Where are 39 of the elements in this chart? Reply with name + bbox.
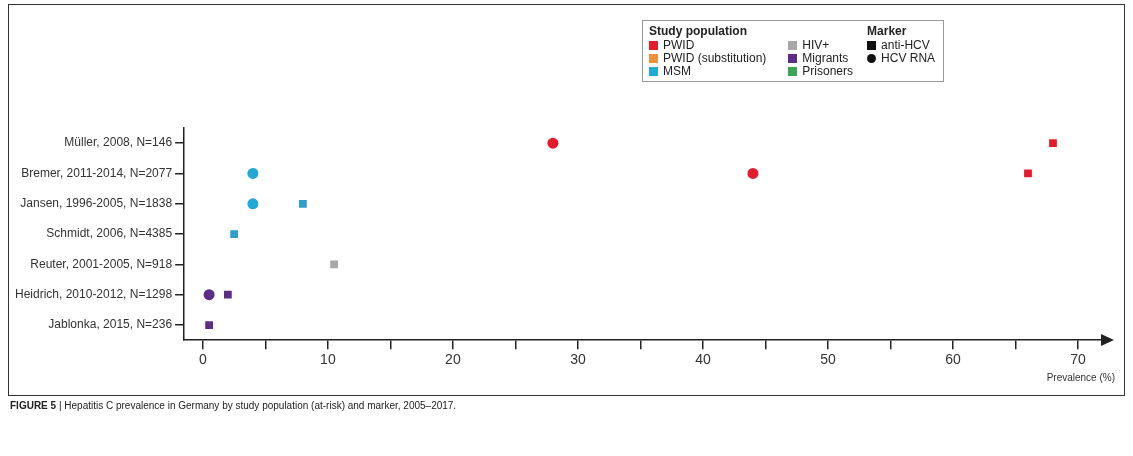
text: HCV RNA (881, 51, 936, 65)
legend-label: Prisoners (802, 64, 854, 78)
point (230, 230, 238, 238)
x-tick-label: 40 (695, 351, 711, 368)
y-tick-label: Müller, 2008, N=146 (64, 135, 173, 150)
point (203, 289, 215, 301)
point (1024, 169, 1032, 178)
legend-label: HIV+ (802, 38, 830, 52)
point (1049, 139, 1057, 148)
point (247, 167, 259, 179)
legend-label: Migrants (802, 51, 849, 65)
legend-title: Study population (649, 24, 748, 38)
y-tick-label: Jablonka, 2015, N=236 (48, 317, 173, 332)
x-tick-label: 0 (198, 351, 207, 368)
y-tick-label: Heidrich, 2010-2012, N=1298 (15, 287, 173, 302)
legend-label: PWID (663, 38, 695, 52)
point (747, 167, 759, 179)
text: anti-HCV (881, 38, 930, 52)
y-tick-label: Jansen, 1996-2005, N=1838 (20, 196, 173, 211)
x-tick-label: 70 (1070, 351, 1086, 368)
point (205, 321, 213, 329)
legend-label: MSM (663, 64, 691, 78)
point (223, 290, 232, 299)
y-tick-label: Bremer, 2011-2014, N=2077 (21, 165, 173, 180)
y-tick-label: Schmidt, 2006, N=4385 (46, 226, 173, 241)
x-tick-label: 30 (570, 351, 586, 368)
y-tick-label: Reuter, 2001-2005, N=918 (30, 256, 173, 271)
point (547, 137, 559, 149)
point (298, 199, 307, 208)
x-tick-label: 20 (445, 351, 461, 368)
point (330, 260, 339, 269)
x-tick-label: 10 (320, 351, 336, 368)
text: Marker (867, 24, 908, 38)
caption: FIGURE 5 | Hepatitis C prevalence in Germany by study population (at-risk) and marker, 2005–2017. (10, 400, 457, 411)
point (247, 198, 259, 210)
legend-label: PWID (substitution) (663, 51, 767, 65)
x-tick-label: 50 (820, 351, 836, 368)
x-tick-label: 60 (945, 351, 961, 368)
x-axis-title: Prevalence (%) (1046, 371, 1115, 383)
